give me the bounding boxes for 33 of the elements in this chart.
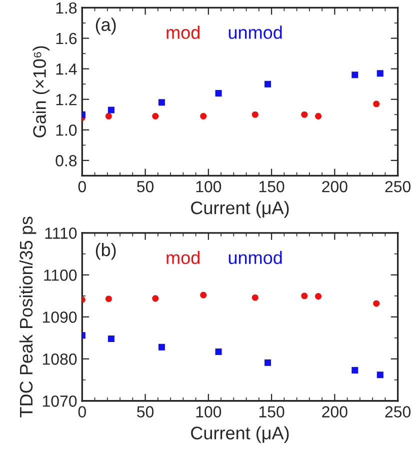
x-axis-title: Current (μA) — [191, 201, 289, 218]
y-tick-label: 1.0 — [56, 124, 77, 136]
y-tick-label: 1080 — [42, 354, 77, 365]
y-tick-label: 1.8 — [56, 2, 77, 14]
x-tick-label: 0 — [78, 180, 86, 192]
y-tick-label: 0.8 — [56, 155, 77, 166]
y-tick-label: 1090 — [42, 312, 77, 323]
series-label: mod — [166, 250, 200, 264]
x-tick-label: 150 — [259, 406, 284, 418]
text: unmod — [228, 250, 282, 264]
text: unmod — [228, 26, 282, 39]
x-tick-label: 200 — [322, 406, 348, 418]
x-tick-label: 100 — [196, 180, 222, 192]
y-tick-label: 1070 — [42, 396, 77, 407]
y-tick-label: 1.4 — [56, 64, 77, 75]
x-axis-title: Current (μA) — [191, 426, 289, 444]
y-tick-label: 1110 — [45, 228, 77, 239]
x-tick-label: 50 — [137, 180, 154, 192]
annotation: (b) — [96, 242, 116, 260]
y-tick-label: 1.6 — [56, 32, 77, 44]
y-axis-title: Gain (×10⁶) — [32, 46, 50, 138]
y-axis-title: TDC Peak Position/35 ps — [19, 216, 36, 418]
x-tick-label: 0 — [78, 406, 86, 418]
x-tick-label: 150 — [259, 180, 284, 192]
x-tick-label: 250 — [385, 180, 411, 192]
y-tick-label: 1.2 — [56, 94, 76, 106]
y-tick-label: 1100 — [44, 270, 77, 281]
x-tick-label: 250 — [385, 406, 411, 418]
x-tick-label: 50 — [137, 406, 154, 418]
annotation: (a) — [96, 18, 116, 35]
x-tick-label: 200 — [322, 180, 348, 192]
text: mod — [166, 26, 200, 39]
x-tick-label: 100 — [196, 406, 222, 418]
